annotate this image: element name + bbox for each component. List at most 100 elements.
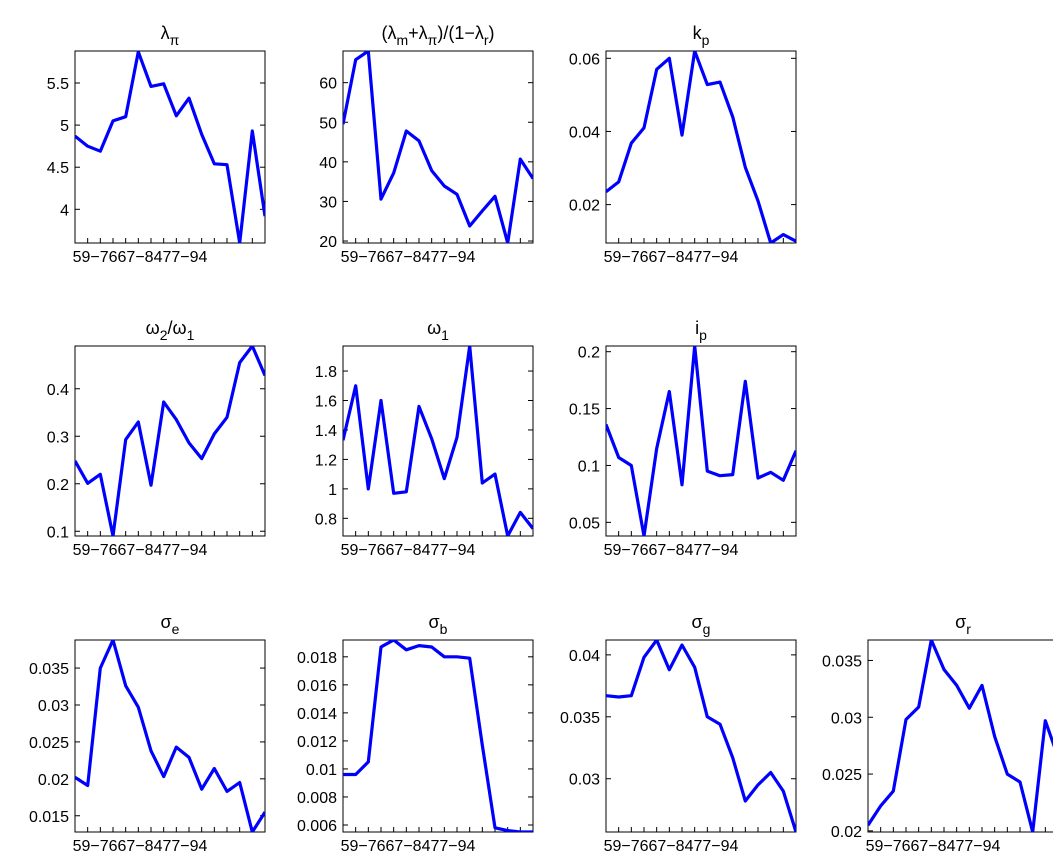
series-line (606, 51, 796, 243)
data-point (905, 718, 908, 721)
data-point (392, 171, 395, 174)
data-point (456, 655, 459, 658)
data-point (655, 447, 658, 450)
data-point (354, 773, 357, 776)
data-point (769, 771, 772, 774)
subplot-title: σe (161, 612, 180, 637)
data-point (430, 169, 433, 172)
data-point (506, 535, 509, 538)
data-point (137, 421, 140, 424)
series-line (606, 346, 796, 536)
title-subscript: 2 (160, 327, 168, 343)
plot-frame (605, 639, 797, 833)
data-point (150, 749, 153, 752)
data-point (112, 535, 115, 538)
data-point (430, 437, 433, 440)
data-point (367, 50, 370, 53)
data-point (731, 473, 734, 476)
data-point (99, 667, 102, 670)
subplot-title: (λm+λπ)/(1−λr) (381, 23, 494, 48)
y-tick-label: 0.025 (29, 735, 69, 752)
data-point (430, 646, 433, 649)
y-tick-label: 0.035 (560, 710, 600, 727)
data-point (930, 639, 933, 642)
data-point (892, 790, 895, 793)
series-line (343, 640, 533, 832)
data-point (955, 684, 958, 687)
y-tick-label: 0.012 (297, 734, 337, 751)
data-point (706, 715, 709, 718)
data-point (124, 684, 127, 687)
title-subscript: b (440, 621, 448, 637)
data-point (519, 511, 522, 514)
data-point (519, 831, 522, 834)
data-point (867, 824, 870, 827)
data-point (342, 123, 345, 126)
data-point (392, 639, 395, 642)
title-text: σ (955, 612, 966, 632)
data-point (392, 492, 395, 495)
data-point (162, 82, 165, 85)
data-point (188, 97, 191, 100)
title-subscript: p (699, 327, 707, 343)
y-tick-label: 0.1 (47, 524, 69, 541)
data-point (468, 657, 471, 660)
data-point (681, 483, 684, 486)
data-point (367, 760, 370, 763)
y-tick-label: 0.4 (47, 382, 69, 399)
data-point (693, 50, 696, 53)
title-text: ω (146, 318, 160, 338)
data-point (74, 459, 77, 462)
data-point (782, 790, 785, 793)
data-point (456, 193, 459, 196)
title-subscript: 1 (187, 327, 195, 343)
title-subscript: e (172, 621, 180, 637)
data-point (238, 361, 241, 364)
title-text: ω (427, 318, 441, 338)
title-text: k (693, 23, 703, 43)
data-point (251, 130, 254, 133)
data-point (968, 707, 971, 710)
data-point (693, 345, 696, 348)
subplot-8: σb 0.006 0.008 0.01 0.012 0.014 0.016 0.018 59−7… (297, 612, 534, 852)
data-point (744, 380, 747, 383)
data-point (655, 68, 658, 71)
data-point (605, 190, 608, 193)
y-tick-label: 1 (328, 482, 337, 499)
y-tick-label: 5.5 (47, 76, 69, 93)
data-point (494, 826, 497, 829)
y-tick-label: 40 (319, 155, 337, 172)
data-point (706, 83, 709, 86)
y-tick-label: 0.02 (38, 772, 69, 789)
data-point (532, 177, 535, 180)
title-text: σ (161, 612, 172, 632)
data-point (162, 775, 165, 778)
data-point (150, 85, 153, 88)
subplot-title: ω2/ω1 (146, 318, 195, 343)
y-tick-label: 1.4 (315, 423, 337, 440)
data-point (74, 135, 77, 138)
data-point (175, 418, 178, 421)
title-subscript: g (703, 621, 711, 637)
series-line (75, 51, 265, 243)
title-subscript: m (396, 32, 408, 48)
data-point (795, 831, 798, 834)
subplot-title: λπ (161, 23, 180, 48)
data-point (1006, 773, 1009, 776)
y-tick-label: 0.3 (47, 429, 69, 446)
y-tick-label: 0.014 (297, 706, 337, 723)
data-point (226, 790, 229, 793)
data-point (481, 209, 484, 212)
title-text: σ (429, 612, 440, 632)
data-point (693, 666, 696, 669)
y-tick-label: 0.035 (29, 661, 69, 678)
subplot-9: σg 0.03 0.035 0.04 59−7667−8477−94 (560, 612, 798, 852)
x-tick-label: 59−7667−8477−94 (73, 838, 208, 852)
data-point (981, 684, 984, 687)
series-line (343, 346, 533, 536)
data-point (917, 706, 920, 709)
data-point (99, 473, 102, 476)
data-point (251, 345, 254, 348)
y-tick-label: 0.02 (569, 198, 600, 215)
data-point (74, 776, 77, 779)
